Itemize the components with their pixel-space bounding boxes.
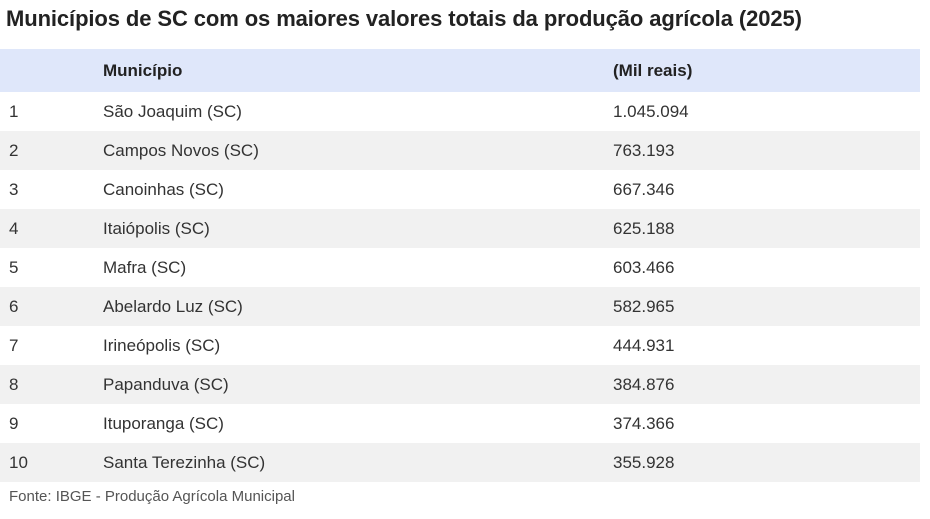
table-row: 3 Canoinhas (SC) 667.346 <box>0 170 920 209</box>
header-rank <box>0 49 103 92</box>
cell-valor: 1.045.094 <box>613 101 689 121</box>
table-header: Município (Mil reais) <box>0 49 920 92</box>
cell-municipio: Mafra (SC) <box>103 257 187 277</box>
cell-valor: 444.931 <box>613 335 675 355</box>
table-row: 5 Mafra (SC) 603.466 <box>0 248 920 287</box>
data-table: Município (Mil reais) 1 São Joaquim (SC) 1… <box>0 49 920 482</box>
cell-rank: 1 <box>9 101 19 121</box>
header-row: Município (Mil reais) <box>0 49 920 92</box>
table-row: 7 Irineópolis (SC) 444.931 <box>0 326 920 365</box>
cell-valor: 384.876 <box>613 374 675 394</box>
cell-valor: 582.965 <box>613 296 675 316</box>
cell-valor: 355.928 <box>613 452 675 472</box>
cell-rank: 5 <box>9 257 19 277</box>
table-row: 9 Ituporanga (SC) 374.366 <box>0 404 920 443</box>
cell-rank: 9 <box>9 413 19 433</box>
table-row: 1 São Joaquim (SC) 1.045.094 <box>0 92 920 131</box>
header-municipio: Município <box>103 60 183 80</box>
table-row: 10 Santa Terezinha (SC) 355.928 <box>0 443 920 482</box>
cell-rank: 7 <box>9 335 19 355</box>
cell-valor: 667.346 <box>613 179 675 199</box>
cell-municipio: Itaiópolis (SC) <box>103 218 210 238</box>
cell-rank: 10 <box>9 452 28 472</box>
cell-rank: 3 <box>9 179 19 199</box>
table-row: 8 Papanduva (SC) 384.876 <box>0 365 920 404</box>
table-title: Municípios de SC com os maiores valores … <box>6 6 802 31</box>
table-row: 2 Campos Novos (SC) 763.193 <box>0 131 920 170</box>
cell-municipio: Papanduva (SC) <box>103 374 229 394</box>
cell-municipio: Abelardo Luz (SC) <box>103 296 243 316</box>
table-body: 1 São Joaquim (SC) 1.045.094 2 Campos Novos … <box>0 92 920 482</box>
cell-rank: 2 <box>9 140 19 160</box>
source-note: Fonte: IBGE - Produção Agrícola Municipa… <box>9 488 295 505</box>
cell-valor: 374.366 <box>613 413 675 433</box>
cell-municipio: São Joaquim (SC) <box>103 101 242 121</box>
cell-valor: 625.188 <box>613 218 675 238</box>
table-row: 4 Itaiópolis (SC) 625.188 <box>0 209 920 248</box>
table-row: 6 Abelardo Luz (SC) 582.965 <box>0 287 920 326</box>
cell-rank: 4 <box>9 218 19 238</box>
cell-municipio: Canoinhas (SC) <box>103 179 224 199</box>
cell-valor: 763.193 <box>613 140 675 160</box>
cell-municipio: Campos Novos (SC) <box>103 140 259 160</box>
header-valor: (Mil reais) <box>613 60 693 80</box>
cell-municipio: Irineópolis (SC) <box>103 335 221 355</box>
cell-rank: 8 <box>9 374 19 394</box>
cell-valor: 603.466 <box>613 257 675 277</box>
cell-municipio: Ituporanga (SC) <box>103 413 224 433</box>
cell-municipio: Santa Terezinha (SC) <box>103 452 266 472</box>
cell-rank: 6 <box>9 296 19 316</box>
